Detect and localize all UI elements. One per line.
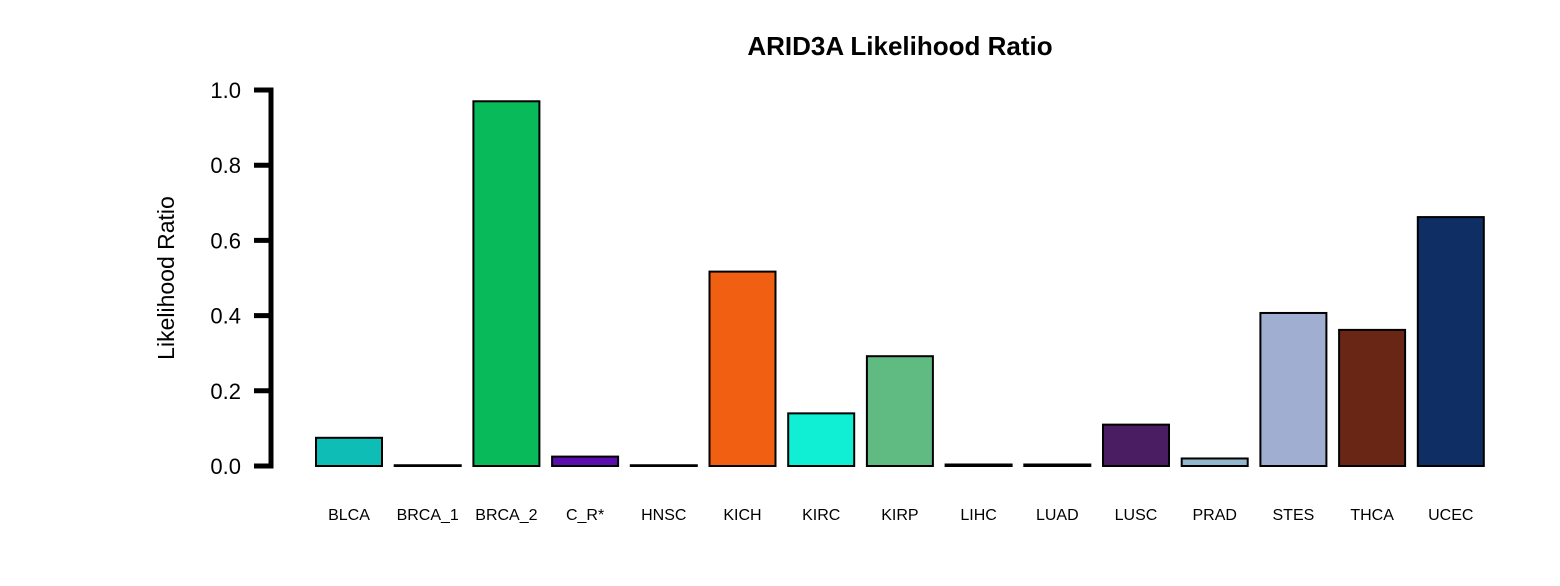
y-axis-label: Likelihood Ratio: [153, 196, 179, 360]
bar-luad: [1023, 463, 1092, 468]
y-tick-label: 1.0: [210, 78, 241, 103]
x-tick-label: C_R*: [566, 507, 604, 524]
bar-hnsc: [629, 464, 698, 467]
bar-brca-1: [393, 464, 462, 467]
x-tick-label: KIRC: [802, 507, 840, 524]
bar-stes: [1259, 311, 1328, 467]
y-tick-label: 0.2: [210, 379, 241, 404]
x-tick-label: LUSC: [1115, 507, 1158, 524]
bar-kich: [708, 270, 777, 467]
bar-c-r-: [551, 455, 620, 468]
x-tick-label: LUAD: [1036, 507, 1079, 524]
chart-title: ARID3A Likelihood Ratio: [747, 31, 1052, 61]
bar-lusc: [1102, 423, 1170, 468]
bar-kirc: [787, 412, 856, 467]
x-tick-label: LIHC: [960, 507, 996, 524]
y-tick-label: 0.8: [210, 153, 241, 178]
bar-prad: [1180, 457, 1249, 468]
bar-ucec: [1416, 216, 1485, 467]
x-tick-label: THCA: [1350, 507, 1394, 524]
x-tick-label: STES: [1273, 507, 1315, 524]
bar-blca: [315, 436, 383, 467]
y-tick-label: 0.0: [210, 454, 241, 479]
x-tick-label: BLCA: [328, 507, 370, 524]
x-tick-label: KIRP: [881, 507, 918, 524]
x-tick-labels: BLCA BRCA_1 BRCA_2 C_R* HNSC KICH KIRC KIRP LIHC…: [328, 507, 1473, 524]
x-tick-label: BRCA_1: [397, 507, 459, 524]
x-tick-label: PRAD: [1192, 507, 1236, 524]
bars: [315, 100, 1485, 468]
x-tick-label: KICH: [723, 507, 761, 524]
bar-kirp: [865, 355, 934, 468]
bar-thca: [1338, 328, 1407, 467]
x-tick-label: UCEC: [1428, 507, 1473, 524]
x-tick-label: BRCA_2: [475, 507, 537, 524]
y-axis: 0.0 0.2 0.4 0.6 0.8 1.0: [210, 78, 274, 479]
bar-lihc: [944, 463, 1013, 468]
x-tick-label: HNSC: [641, 507, 686, 524]
y-tick-label: 0.6: [210, 228, 241, 253]
bar-brca-2: [472, 100, 541, 467]
y-tick-label: 0.4: [210, 304, 241, 329]
